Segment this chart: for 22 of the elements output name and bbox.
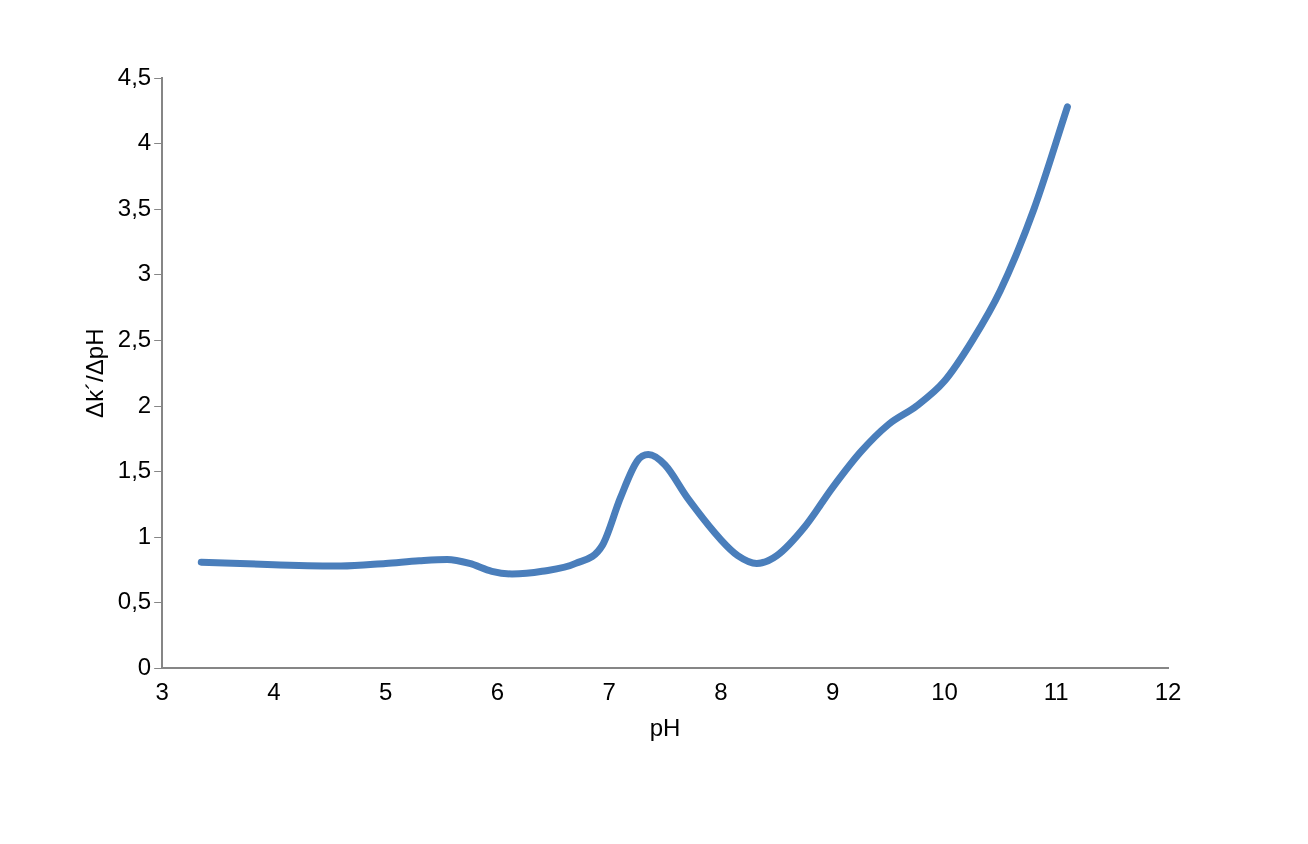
y-tick-label: 2,5 (117, 325, 152, 353)
x-tick-label: 10 (931, 678, 958, 706)
x-tick-label: 8 (714, 678, 728, 706)
y-tick-label: 3,5 (117, 193, 152, 221)
x-tick-label: 7 (602, 678, 616, 706)
x-tick-label: 4 (267, 678, 281, 706)
y-tick-label: 0 (137, 653, 152, 681)
y-tick-label: 1,5 (117, 456, 152, 484)
y-axis-title: Δk´/ΔpH (81, 328, 109, 418)
x-axis-title: pH (649, 714, 681, 742)
y-tick-label: 3 (137, 259, 152, 287)
x-tick-label: 3 (155, 678, 169, 706)
y-tick-label: 1 (137, 521, 152, 549)
y-tick-label: 4 (137, 128, 152, 156)
x-tick-label: 9 (826, 678, 840, 706)
x-tick-label: 12 (1154, 678, 1182, 706)
x-tick-label: 11 (1043, 678, 1069, 706)
x-tick-label: 5 (379, 678, 393, 706)
y-tick-label: 0,5 (117, 587, 152, 615)
y-tick-label: 2 (137, 390, 152, 418)
x-tick-label: 6 (490, 678, 505, 706)
y-tick-label: 4,5 (117, 62, 152, 90)
